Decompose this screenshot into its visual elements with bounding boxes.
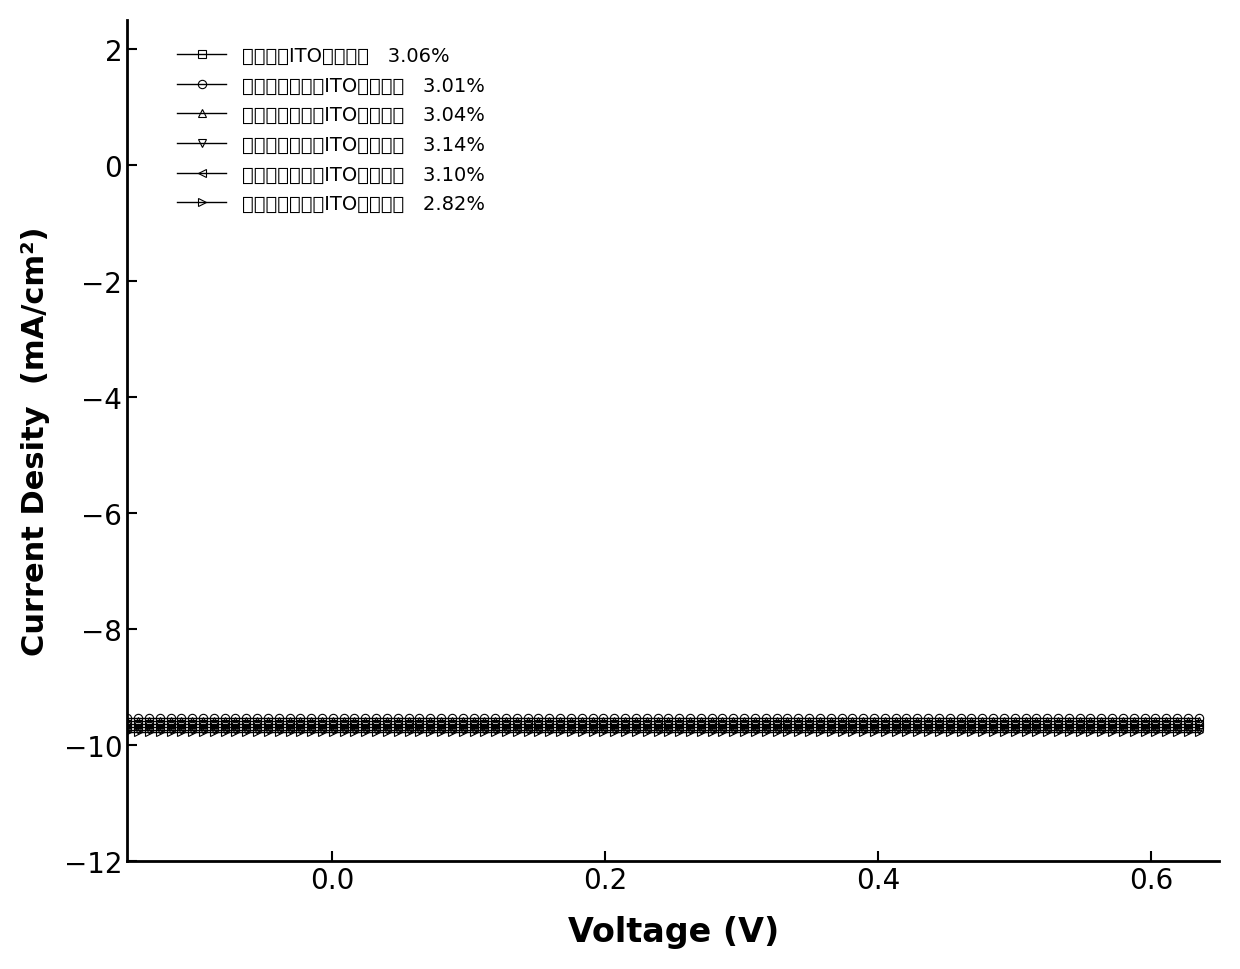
Legend: 首次使用ITO器件效率   3.06%, 第一次回收利用ITO器件效率   3.01%, 第二次回收利用ITO器件效率   3.04%, 第三次回收利用ITO器: 首次使用ITO器件效率 3.06%, 第一次回收利用ITO器件效率 3.01%,… xyxy=(170,39,492,222)
Y-axis label: Current Desity  (mA/cm²): Current Desity (mA/cm²) xyxy=(21,227,50,656)
X-axis label: Voltage (V): Voltage (V) xyxy=(568,916,779,949)
